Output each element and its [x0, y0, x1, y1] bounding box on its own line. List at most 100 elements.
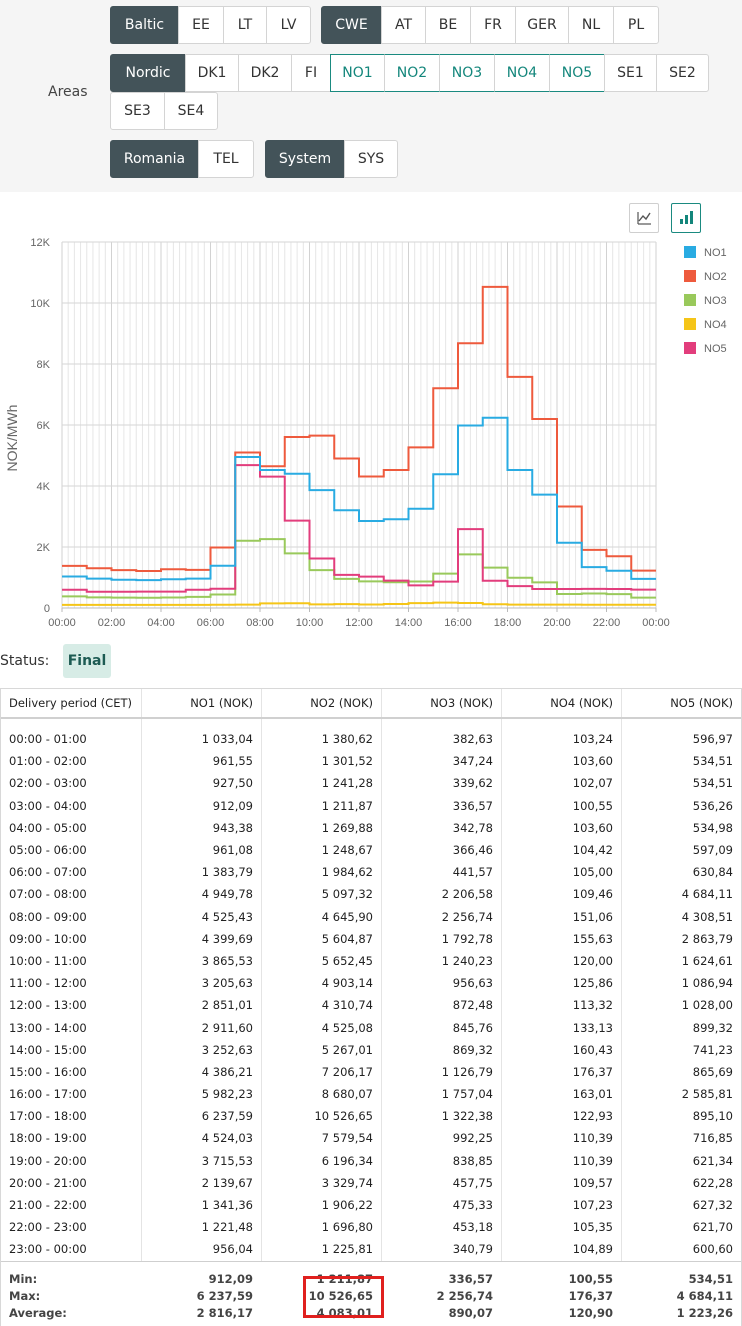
area-button-no2[interactable]: NO2 — [384, 54, 440, 92]
price-cell: 6 237,59 — [141, 1105, 261, 1128]
price-cell: 7 579,54 — [261, 1127, 381, 1150]
price-cell: 103,60 — [501, 816, 621, 839]
summary-value: 534,51 — [688, 1272, 733, 1286]
x-tick-label: 18:00 — [494, 617, 522, 629]
price-cell: 2 256,74 — [381, 905, 501, 928]
price-cell: 869,32 — [381, 1038, 501, 1061]
price-cell: 4 949,78 — [141, 883, 261, 906]
area-button-at[interactable]: AT — [381, 6, 426, 44]
price-cell: 113,32 — [501, 994, 621, 1017]
price-cell: 1 269,88 — [261, 816, 381, 839]
price-cell: 895,10 — [621, 1105, 741, 1128]
price-chart: 0 2K 4K 6K 8K 10K 12K 00:00 02:00 04:00 06:00 08:00… — [4, 237, 727, 629]
y-tick-label: 2K — [37, 542, 51, 554]
summary-row: Max: 6 237,59 10 526,65 2 256,74 176,37 4 684… — [1, 1288, 741, 1305]
highlight-box — [303, 1276, 384, 1318]
table-header-cell: NO4 (NOK) — [501, 689, 621, 717]
area-button-nordic[interactable]: Nordic — [110, 54, 186, 92]
price-cell: 1 380,62 — [261, 728, 381, 751]
area-button-se1[interactable]: SE1 — [604, 54, 657, 92]
period-cell: 06:00 - 07:00 — [9, 865, 87, 880]
price-cell: 103,24 — [501, 728, 621, 751]
area-button-cwe[interactable]: CWE — [321, 6, 382, 44]
table-row: 14:00 - 15:00 3 252,63 5 267,01 869,32 160,4… — [1, 1038, 741, 1061]
price-cell: 600,60 — [621, 1238, 741, 1261]
area-button-tel[interactable]: TEL — [198, 140, 254, 178]
area-button-no1[interactable]: NO1 — [330, 54, 385, 92]
area-button-dk2[interactable]: DK2 — [238, 54, 292, 92]
area-button-fr[interactable]: FR — [470, 6, 516, 44]
area-button-lt[interactable]: LT — [223, 6, 267, 44]
legend-label[interactable]: NO3 — [704, 295, 727, 307]
line-chart-button[interactable] — [629, 203, 659, 233]
price-cell: 943,38 — [141, 816, 261, 839]
table-body: 00:00 - 01:00 1 033,04 1 380,62 382,63 103,2… — [1, 728, 741, 1261]
area-button-sys[interactable]: SYS — [344, 140, 398, 178]
table-row: 03:00 - 04:00 912,09 1 211,87 336,57 100,55 5… — [1, 794, 741, 817]
series-line-no2 — [62, 285, 656, 573]
area-button-fi[interactable]: FI — [291, 54, 331, 92]
chart-grid — [61, 241, 657, 609]
area-button-romania[interactable]: Romania — [110, 140, 199, 178]
area-group-romania: Romania TEL — [110, 140, 254, 178]
price-cell: 1 241,28 — [261, 772, 381, 795]
period-cell: 21:00 - 22:00 — [9, 1198, 87, 1213]
period-cell: 17:00 - 18:00 — [9, 1109, 87, 1124]
x-tick-label: 16:00 — [444, 617, 472, 629]
area-group-se: SE3 SE4 — [110, 92, 218, 130]
area-button-ger[interactable]: GER — [515, 6, 569, 44]
price-cell: 100,55 — [501, 794, 621, 817]
area-button-se4[interactable]: SE4 — [164, 92, 218, 130]
period-cell: 10:00 - 11:00 — [9, 953, 87, 968]
area-button-lv[interactable]: LV — [266, 6, 311, 44]
table-row: 22:00 - 23:00 1 221,48 1 696,80 453,18 105,3… — [1, 1216, 741, 1239]
price-cell: 5 652,45 — [261, 949, 381, 973]
area-button-se2[interactable]: SE2 — [656, 54, 709, 92]
area-button-dk1[interactable]: DK1 — [185, 54, 239, 92]
area-button-no3[interactable]: NO3 — [439, 54, 495, 92]
area-button-be[interactable]: BE — [425, 6, 471, 44]
price-cell: 1 248,67 — [261, 838, 381, 862]
price-cell: 105,35 — [501, 1216, 621, 1239]
legend-label[interactable]: NO4 — [704, 319, 727, 331]
legend-swatch — [684, 270, 696, 282]
price-cell: 597,09 — [621, 838, 741, 862]
price-cell: 4 310,74 — [261, 994, 381, 1017]
price-cell: 2 139,67 — [141, 1171, 261, 1194]
area-button-pl[interactable]: PL — [613, 6, 659, 44]
legend-label[interactable]: NO1 — [704, 247, 727, 259]
legend-label[interactable]: NO5 — [704, 343, 727, 355]
area-button-se3[interactable]: SE3 — [110, 92, 165, 130]
area-group-baltic: Baltic EE LT LV — [110, 6, 311, 44]
area-group-system: System SYS — [265, 140, 398, 178]
table-row: 13:00 - 14:00 2 911,60 4 525,08 845,76 133,1… — [1, 1016, 741, 1039]
price-cell: 1 906,22 — [261, 1193, 381, 1217]
area-button-ee[interactable]: EE — [178, 6, 224, 44]
table-row: 01:00 - 02:00 961,55 1 301,52 347,24 103,60 5… — [1, 750, 741, 773]
price-cell: 122,93 — [501, 1105, 621, 1128]
legend-label[interactable]: NO2 — [704, 271, 727, 283]
price-cell: 155,63 — [501, 927, 621, 950]
area-button-nl[interactable]: NL — [568, 6, 614, 44]
area-button-system[interactable]: System — [265, 140, 345, 178]
price-cell: 899,32 — [621, 1016, 741, 1039]
table-header-cell: Delivery period (CET) — [9, 696, 132, 710]
price-cell: 1 341,36 — [141, 1193, 261, 1217]
area-button-no5[interactable]: NO5 — [549, 54, 605, 92]
table-row: 04:00 - 05:00 943,38 1 269,88 342,78 103,60 5… — [1, 816, 741, 839]
price-cell: 105,00 — [501, 861, 621, 884]
bar-chart-button[interactable] — [671, 203, 701, 233]
area-button-no4[interactable]: NO4 — [494, 54, 550, 92]
period-cell: 08:00 - 09:00 — [9, 909, 87, 924]
y-tick-label: 0 — [44, 603, 50, 615]
table-row: 12:00 - 13:00 2 851,01 4 310,74 872,48 113,3… — [1, 994, 741, 1017]
table-header-cell: NO1 (NOK) — [141, 689, 261, 717]
summary-label: Max: — [9, 1289, 41, 1303]
summary-value: 10 526,65 — [308, 1289, 373, 1303]
x-tick-label: 06:00 — [197, 617, 225, 629]
y-tick-label: 12K — [30, 237, 50, 249]
period-cell: 05:00 - 06:00 — [9, 843, 87, 858]
table-row: 17:00 - 18:00 6 237,59 10 526,65 1 322,38 12… — [1, 1105, 741, 1128]
area-button-baltic[interactable]: Baltic — [110, 6, 179, 44]
price-cell: 872,48 — [381, 994, 501, 1017]
